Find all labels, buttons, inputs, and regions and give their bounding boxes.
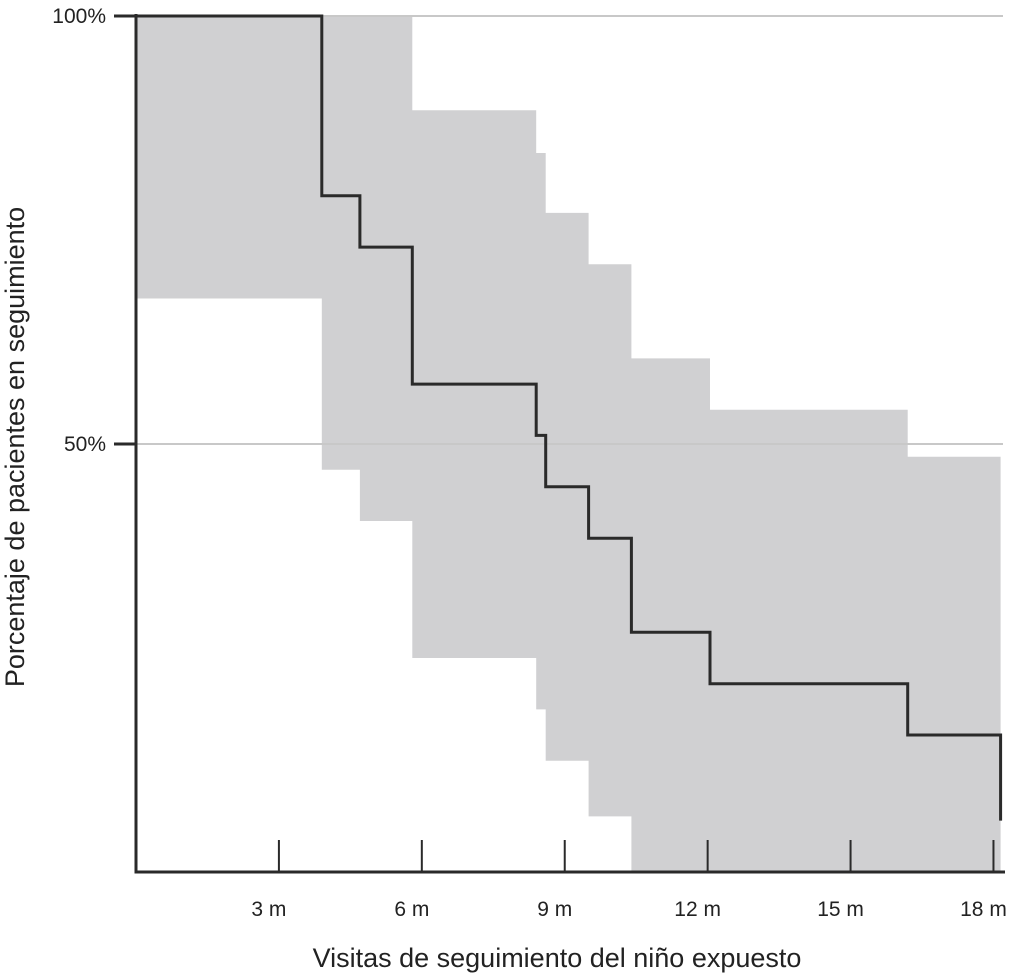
x-tick-label-12: 12 m [674, 898, 721, 921]
y-tick-label-50: 50% [64, 433, 106, 456]
x-tick-label-9: 9 m [537, 898, 572, 921]
x-tick-label-6: 6 m [394, 898, 429, 921]
x-tick-label-18: 18 m [960, 898, 1007, 921]
x-tick-label-3: 3 m [251, 898, 286, 921]
x-tick-label-15: 15 m [817, 898, 864, 921]
tick-label-layer: 50% 100% 3 m 6 m 9 m 12 m 15 m 18 m [52, 5, 1007, 921]
x-axis-title: Visitas de seguimiento del niño expuesto [313, 943, 802, 973]
y-axis-title: Porcentaje de pacientes en seguimiento [0, 207, 30, 687]
axis-layer [114, 14, 1005, 874]
survival-step-line [136, 14, 1003, 821]
y-tick-label-100: 100% [52, 5, 106, 28]
step-curve-layer [136, 14, 1003, 821]
